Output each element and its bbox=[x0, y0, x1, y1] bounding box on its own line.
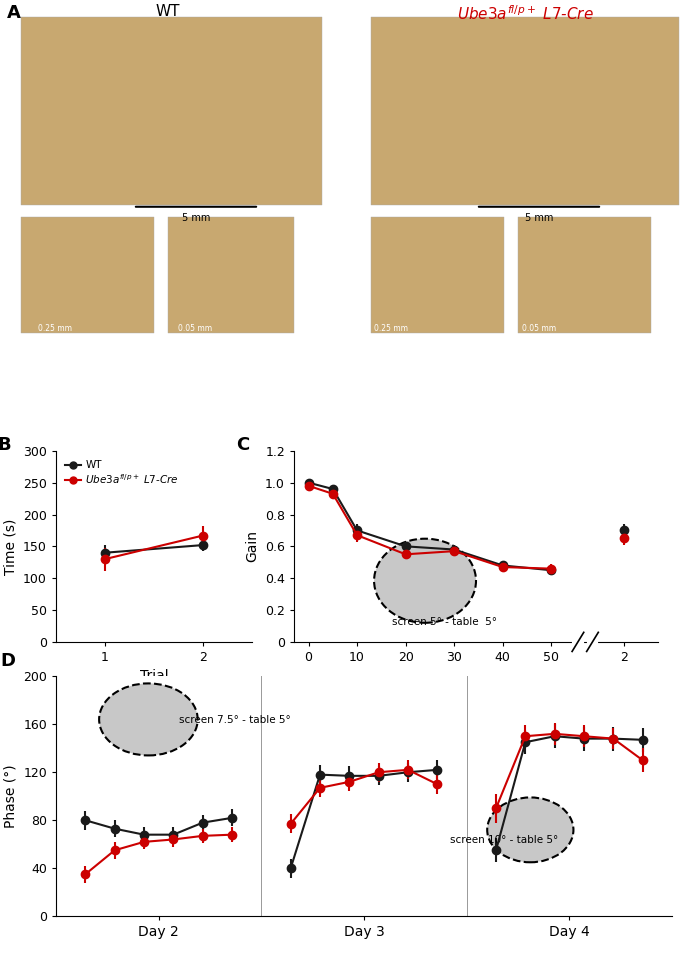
Text: Time (min): Time (min) bbox=[395, 684, 470, 698]
Text: Days: Days bbox=[613, 684, 648, 698]
Bar bbox=[21, 218, 154, 332]
Bar bbox=[168, 218, 294, 332]
Legend: WT, $Ube3a^{fl/p+}$ $L7$-$Cre$: WT, $Ube3a^{fl/p+}$ $L7$-$Cre$ bbox=[61, 456, 183, 490]
Text: screen 10° - table 5°: screen 10° - table 5° bbox=[450, 835, 559, 845]
Text: $Ube3a^{fl/p+}$ $L7$-$Cre$: $Ube3a^{fl/p+}$ $L7$-$Cre$ bbox=[456, 4, 594, 23]
Y-axis label: Phase (°): Phase (°) bbox=[4, 764, 18, 828]
Bar bbox=[21, 17, 322, 205]
Bar bbox=[371, 17, 679, 205]
Text: 5 mm: 5 mm bbox=[525, 213, 553, 223]
Text: 0.05 mm: 0.05 mm bbox=[522, 323, 556, 332]
Text: C: C bbox=[236, 435, 249, 454]
Text: screen 7.5° - table 5°: screen 7.5° - table 5° bbox=[179, 714, 291, 724]
Ellipse shape bbox=[374, 539, 476, 623]
Text: 0.25 mm: 0.25 mm bbox=[374, 323, 409, 332]
Text: 0.25 mm: 0.25 mm bbox=[38, 323, 73, 332]
Y-axis label: Gain: Gain bbox=[246, 530, 260, 563]
Text: A: A bbox=[7, 4, 21, 23]
Text: 5 mm: 5 mm bbox=[182, 213, 210, 223]
Text: B: B bbox=[0, 435, 10, 454]
Text: screen 5° - table  5°: screen 5° - table 5° bbox=[392, 616, 497, 626]
Ellipse shape bbox=[487, 798, 573, 862]
Y-axis label: Time (s): Time (s) bbox=[4, 518, 18, 574]
Text: 0.05 mm: 0.05 mm bbox=[178, 323, 213, 332]
X-axis label: Trial: Trial bbox=[140, 669, 168, 683]
Bar bbox=[371, 218, 504, 332]
Text: D: D bbox=[1, 653, 15, 670]
Bar bbox=[518, 218, 651, 332]
Text: WT: WT bbox=[155, 4, 181, 20]
Ellipse shape bbox=[99, 683, 197, 756]
